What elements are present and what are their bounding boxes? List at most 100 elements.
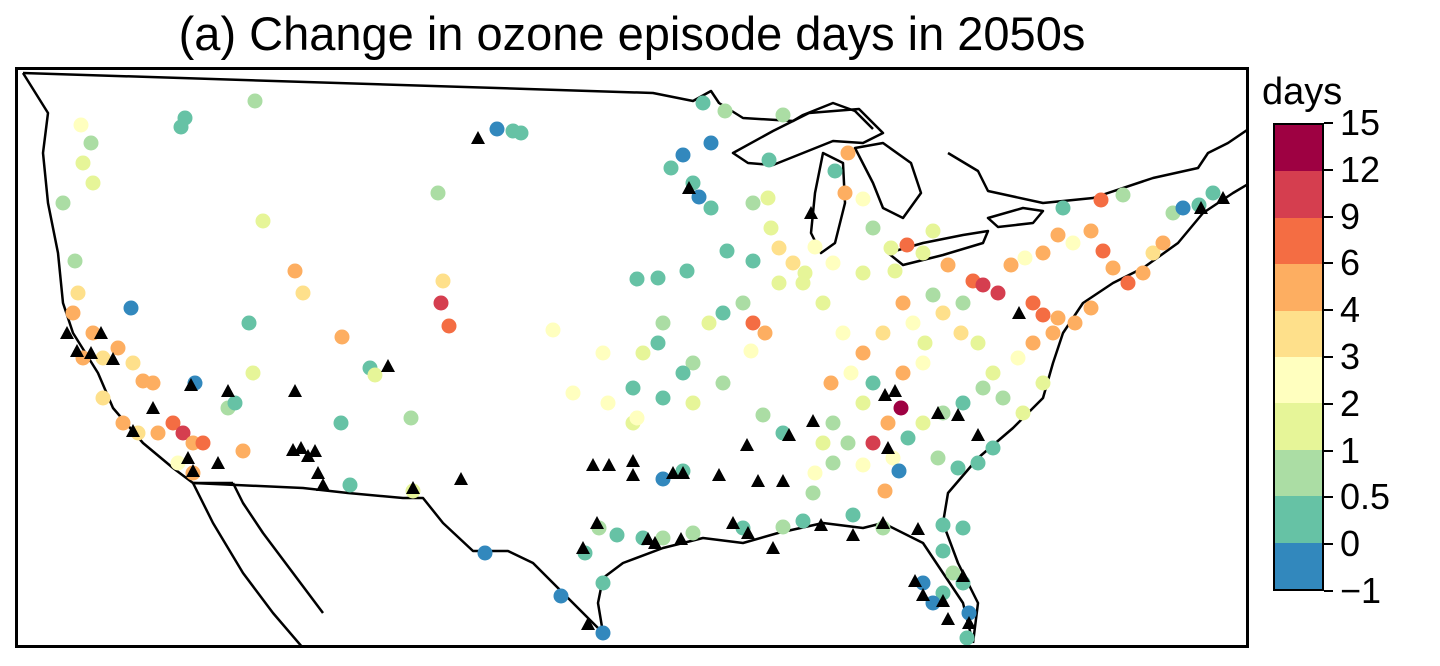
station-dot bbox=[125, 355, 141, 371]
station-dot bbox=[1083, 223, 1099, 239]
station-dot bbox=[855, 191, 871, 207]
station-dot bbox=[970, 335, 986, 351]
station-dot bbox=[745, 315, 761, 331]
station-dot bbox=[845, 507, 861, 523]
station-dot bbox=[935, 585, 951, 601]
station-triangle bbox=[70, 344, 84, 357]
station-dot bbox=[955, 520, 971, 536]
station-dot bbox=[825, 455, 841, 471]
station-triangle bbox=[751, 474, 765, 487]
station-dot bbox=[763, 220, 779, 236]
station-triangle bbox=[674, 532, 688, 545]
station-dot bbox=[1035, 375, 1051, 391]
station-dot bbox=[595, 625, 611, 641]
station-dot bbox=[333, 415, 349, 431]
station-dot bbox=[1120, 275, 1136, 291]
colorbar-tick-label: 4 bbox=[1340, 289, 1361, 331]
colorbar-tick bbox=[1324, 168, 1333, 171]
colorbar-segment bbox=[1275, 310, 1322, 357]
colorbar-tick bbox=[1324, 309, 1333, 312]
station-dot bbox=[255, 213, 271, 229]
station-dot bbox=[287, 263, 303, 279]
station-dot bbox=[843, 365, 859, 381]
station-dot bbox=[675, 365, 691, 381]
station-dot bbox=[719, 243, 735, 259]
station-dot bbox=[715, 375, 731, 391]
station-dot bbox=[835, 325, 851, 341]
station-dot bbox=[545, 322, 561, 338]
colorbar-segment bbox=[1275, 449, 1322, 497]
station-dot bbox=[855, 457, 871, 473]
station-dot bbox=[67, 253, 83, 269]
station-dot bbox=[955, 295, 971, 311]
station-triangle bbox=[294, 441, 308, 454]
station-dot bbox=[970, 455, 986, 471]
station-dot bbox=[975, 277, 991, 293]
station-dot bbox=[917, 335, 933, 351]
station-triangle bbox=[181, 451, 195, 464]
station-dot bbox=[334, 329, 350, 345]
station-triangle bbox=[941, 612, 955, 625]
colorbar-tick-label: 0.5 bbox=[1340, 476, 1391, 518]
station-dot bbox=[855, 395, 871, 411]
station-dot bbox=[655, 390, 671, 406]
station-dot bbox=[403, 410, 419, 426]
station-dot bbox=[685, 355, 701, 371]
station-dot bbox=[743, 343, 759, 359]
station-triangle bbox=[1216, 191, 1230, 204]
legend-unit-label: days bbox=[1262, 71, 1343, 113]
colorbar-tick bbox=[1324, 543, 1333, 546]
lake-erie bbox=[886, 229, 990, 267]
station-dot bbox=[925, 223, 941, 239]
station-triangle bbox=[776, 474, 790, 487]
us-canada-border bbox=[22, 71, 874, 130]
station-dot bbox=[489, 121, 505, 137]
station-dot bbox=[629, 410, 645, 426]
station-dot bbox=[679, 263, 695, 279]
station-triangle bbox=[576, 541, 590, 554]
station-dot bbox=[703, 200, 719, 216]
station-dot bbox=[342, 477, 358, 493]
station-dot bbox=[745, 195, 761, 211]
colorbar-tick bbox=[1324, 449, 1333, 452]
station-dot bbox=[145, 375, 161, 391]
station-dot bbox=[875, 325, 891, 341]
station-triangle bbox=[126, 424, 140, 437]
station-dot bbox=[760, 190, 776, 206]
station-triangle bbox=[911, 522, 925, 535]
station-dot bbox=[65, 305, 81, 321]
canada-east-border bbox=[947, 129, 1246, 205]
station-dot bbox=[1155, 235, 1171, 251]
station-dot bbox=[915, 355, 931, 371]
station-dot bbox=[245, 365, 261, 381]
station-dot bbox=[595, 575, 611, 591]
colorbar-segment bbox=[1275, 496, 1322, 543]
station-triangle bbox=[84, 346, 98, 359]
station-dot bbox=[1003, 257, 1019, 273]
station-triangle bbox=[586, 458, 600, 471]
station-dot bbox=[815, 435, 831, 451]
station-dot bbox=[761, 152, 777, 168]
station-dot bbox=[945, 565, 961, 581]
colorbar-tick-label: 0 bbox=[1340, 523, 1361, 565]
station-triangle bbox=[881, 441, 895, 454]
station-dot bbox=[703, 135, 719, 151]
station-triangle bbox=[782, 428, 796, 441]
station-triangle bbox=[951, 408, 965, 421]
colorbar-segment bbox=[1275, 403, 1322, 450]
station-dot bbox=[985, 365, 1001, 381]
colorbar-segment bbox=[1275, 542, 1322, 589]
station-dot bbox=[785, 255, 801, 271]
station-triangle bbox=[741, 526, 755, 539]
station-triangle bbox=[381, 359, 395, 372]
station-dot bbox=[433, 295, 449, 311]
station-triangle bbox=[454, 472, 468, 485]
station-triangle bbox=[1194, 201, 1208, 214]
colorbar-segment bbox=[1275, 171, 1322, 218]
station-dot bbox=[823, 375, 839, 391]
station-dot bbox=[595, 345, 611, 361]
us-map bbox=[21, 71, 1246, 645]
lake-michigan bbox=[809, 151, 847, 255]
colorbar-tick bbox=[1324, 122, 1333, 124]
station-triangle bbox=[666, 466, 680, 479]
